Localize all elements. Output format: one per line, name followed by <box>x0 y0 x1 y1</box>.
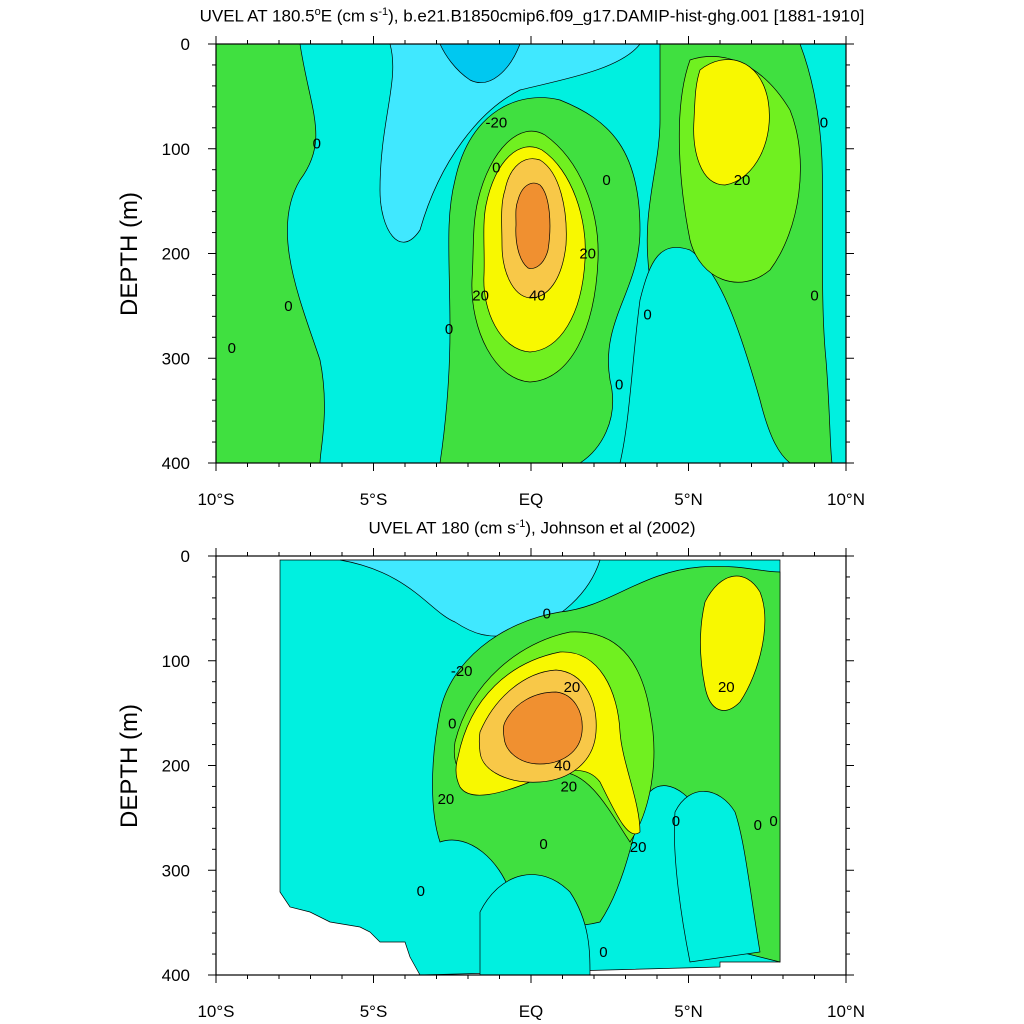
contour-label: 40 <box>529 287 546 304</box>
x-tick-label: 5°S <box>360 1002 388 1021</box>
y-tick-label: 0 <box>181 547 190 566</box>
contour-label: 0 <box>539 836 547 853</box>
y-tick-label: 400 <box>162 966 190 985</box>
contour-region-9 <box>674 791 761 963</box>
contour-label: 0 <box>643 306 651 323</box>
y-tick-label: 200 <box>162 245 190 264</box>
y-tick-label: 200 <box>162 757 190 776</box>
chart-bottom-title-main: UVEL AT 180 <box>368 518 470 538</box>
chart-top-svg: 10°S 5°S EQ 5°N 10°N0100200300400000-2000020… <box>162 35 865 509</box>
x-tick-label: 5°S <box>360 490 388 509</box>
contour-label: 0 <box>615 376 623 393</box>
contour-region-6 <box>502 691 583 765</box>
contour-label: 0 <box>543 606 551 623</box>
y-tick-label: 400 <box>162 454 190 473</box>
contour-region-2 <box>379 44 641 243</box>
contour-label: 0 <box>599 944 607 961</box>
contour-label: 0 <box>769 813 777 830</box>
chart-top-title-degree: o <box>314 6 321 18</box>
contour-label: 0 <box>672 813 680 830</box>
x-tick-label: 10°S <box>197 1002 234 1021</box>
contour-region-10 <box>515 182 551 269</box>
contour-label: -20 <box>451 663 473 680</box>
contour-region-7 <box>700 575 766 711</box>
contour-region-3 <box>439 44 521 83</box>
contour-label: 0 <box>492 160 500 177</box>
contour-region-12 <box>693 59 770 186</box>
chart-bottom-ylabel: DEPTH (m) <box>116 704 143 828</box>
contour-label: 20 <box>472 287 489 304</box>
y-tick-label: 0 <box>181 35 190 54</box>
contour-label: 20 <box>734 172 751 189</box>
x-tick-label: 10°N <box>827 1002 865 1021</box>
contour-region-8 <box>479 874 591 975</box>
contour-label: 20 <box>564 679 581 696</box>
contour-region-1 <box>216 44 325 463</box>
chart-top-ylabel: DEPTH (m) <box>116 192 143 316</box>
x-tick-label: 5°N <box>674 1002 703 1021</box>
contour-label: -20 <box>486 115 508 132</box>
contour-label: 0 <box>313 136 321 153</box>
contour-label: 0 <box>820 115 828 132</box>
contour-field <box>279 559 781 975</box>
x-tick-label: 10°S <box>197 490 234 509</box>
chart-bottom-title-sup: -1 <box>515 518 526 530</box>
chart-bottom-svg: 10°S 5°S EQ 5°N 10°N01002003004000-202002040… <box>162 547 865 1021</box>
chart-top-title-mid: E (cm s <box>320 6 379 26</box>
contour-label: 20 <box>579 246 596 263</box>
contour-label: 0 <box>754 817 762 834</box>
chart-bottom-title-end: ), Johnson et al (2002) <box>525 518 696 538</box>
contour-label: 0 <box>810 287 818 304</box>
contour-label: 0 <box>284 298 292 315</box>
contour-label: 40 <box>554 758 571 775</box>
contour-region-6 <box>619 247 791 463</box>
chart-top-title-main: UVEL AT 180.5 <box>199 6 315 26</box>
contour-label: 0 <box>228 340 236 357</box>
y-tick-label: 100 <box>162 652 190 671</box>
chart-top-title-sup: -1 <box>378 6 389 18</box>
x-tick-label: 10°N <box>827 490 865 509</box>
x-tick-label: 5°N <box>674 490 703 509</box>
y-tick-label: 100 <box>162 140 190 159</box>
contour-label: 20 <box>560 778 577 795</box>
chart-top-title-end: ), b.e21.B1850cmip6.f09_g17.DAMIP-hist-g… <box>388 6 865 26</box>
x-tick-label: EQ <box>519 1002 544 1021</box>
contour-label: 20 <box>438 791 455 808</box>
chart-bottom-title: UVEL AT 180 (cm s-1), Johnson et al (200… <box>0 518 1024 539</box>
chart-bottom-title-mid: (cm s <box>469 518 516 538</box>
chart-panel-bottom: 10°S 5°S EQ 5°N 10°N 0 100 200 300 400 0 -20 20 0 20 40… <box>0 512 1024 1024</box>
y-tick-label: 300 <box>162 861 190 880</box>
contour-label: 0 <box>602 172 610 189</box>
contour-region-1 <box>339 559 601 637</box>
contour-label: 0 <box>445 321 453 338</box>
contour-label: 20 <box>718 679 735 696</box>
contour-label: 0 <box>448 716 456 733</box>
chart-panel-top: 10°S 5°S EQ 5°N 10°N 0 100 200 300 400 0 0 0 -20 0 0 0 20… <box>0 6 1024 509</box>
chart-top-title: UVEL AT 180.5oE (cm s-1), b.e21.B1850cmi… <box>0 6 1024 27</box>
contour-label: 20 <box>630 839 647 856</box>
x-tick-label: EQ <box>519 490 544 509</box>
y-tick-label: 300 <box>162 349 190 368</box>
contour-field <box>216 44 846 463</box>
contour-label: 0 <box>417 883 425 900</box>
